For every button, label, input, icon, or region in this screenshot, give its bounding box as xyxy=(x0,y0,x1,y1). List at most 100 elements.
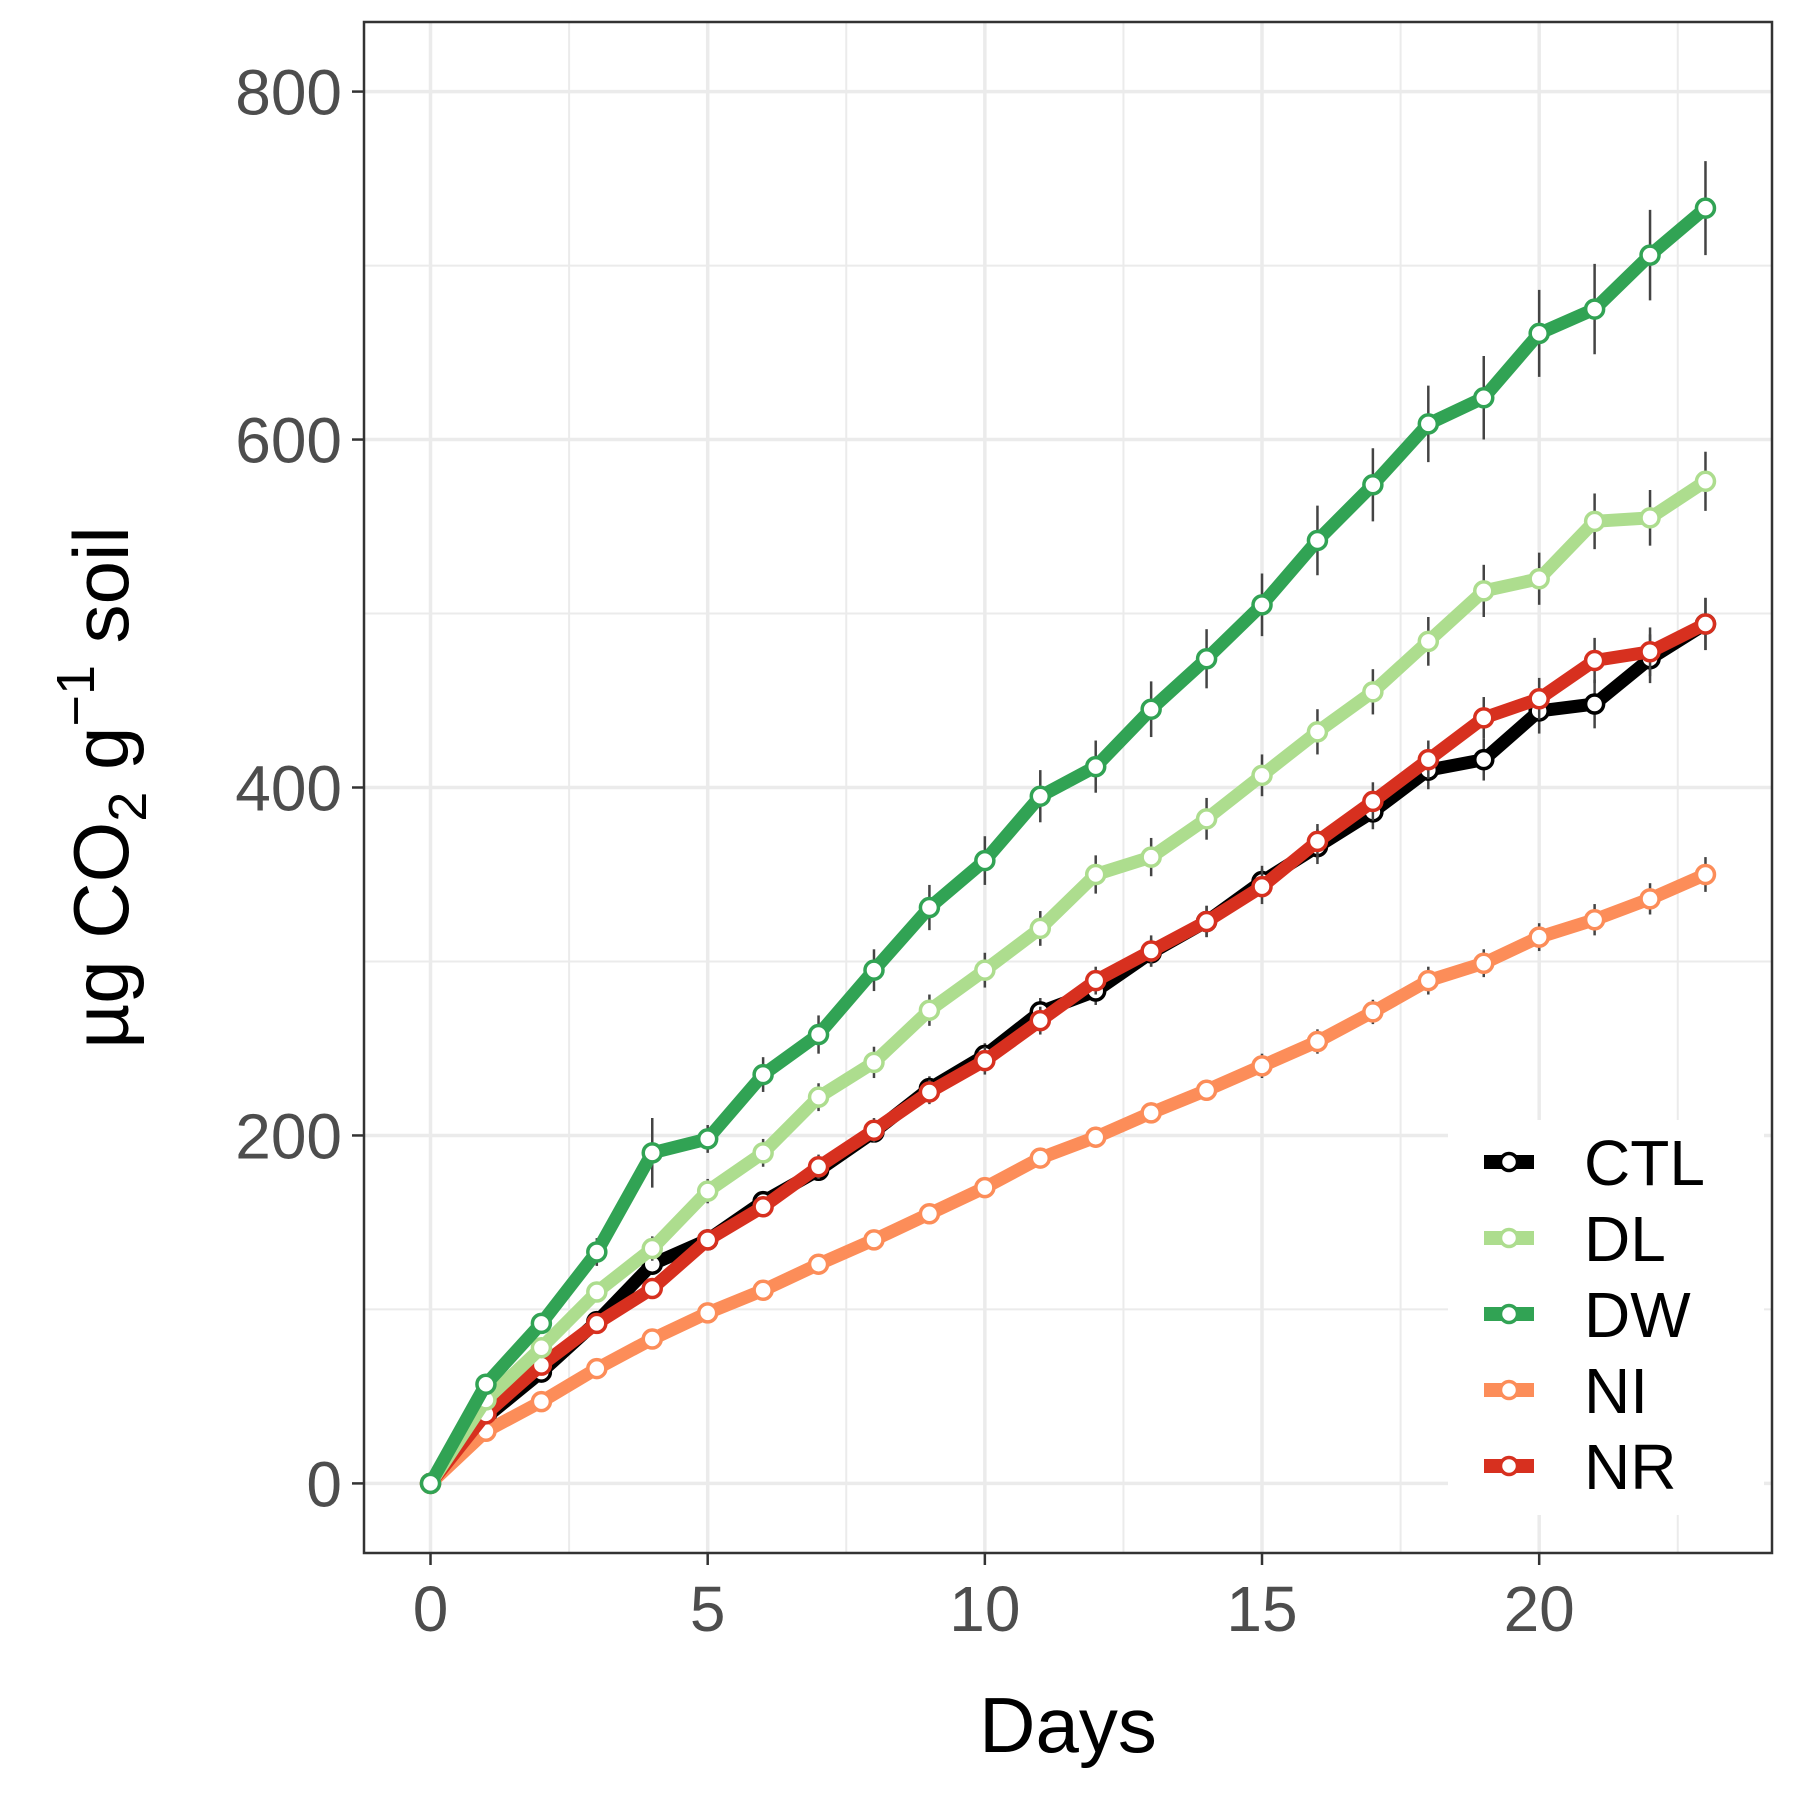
data-point xyxy=(918,1081,941,1103)
data-point xyxy=(974,959,996,981)
data-point xyxy=(807,1023,830,1046)
series-line xyxy=(424,201,1712,1490)
data-point xyxy=(1029,917,1052,940)
data-point xyxy=(863,1229,885,1251)
data-point xyxy=(641,1328,664,1350)
series-dl xyxy=(419,451,1717,1495)
legend-label: DW xyxy=(1584,1279,1691,1351)
series-ni xyxy=(419,857,1717,1495)
legend-key-point xyxy=(1498,1151,1520,1173)
y-axis-title-suffix: soil xyxy=(57,526,145,665)
data-point xyxy=(1528,688,1550,710)
axes: 0 200 400 600 800 0 5 10 15 20 xyxy=(235,57,1575,1645)
data-point xyxy=(1528,926,1550,948)
legend-label: DL xyxy=(1584,1203,1666,1275)
series-dw xyxy=(419,161,1717,1495)
data-point xyxy=(1029,785,1052,807)
data-point xyxy=(641,1237,664,1260)
data-point xyxy=(1583,298,1606,320)
data-point xyxy=(696,1180,719,1202)
legend-key-dl xyxy=(1484,1227,1534,1249)
data-point xyxy=(1472,387,1495,409)
data-point xyxy=(1306,721,1329,743)
legend-key-ctl xyxy=(1484,1151,1534,1173)
data-series xyxy=(419,161,1717,1495)
data-point xyxy=(863,1051,885,1074)
data-point xyxy=(752,1196,774,1218)
data-point xyxy=(1362,681,1384,703)
data-point xyxy=(752,1063,774,1086)
data-point xyxy=(1417,748,1440,771)
x-axis-title: Days xyxy=(979,1681,1157,1769)
data-point xyxy=(1528,567,1550,590)
data-point xyxy=(1306,529,1329,552)
data-point xyxy=(1583,908,1606,931)
data-point xyxy=(1583,693,1606,715)
data-point xyxy=(1195,808,1218,830)
data-point xyxy=(530,1390,553,1413)
data-point xyxy=(752,1279,774,1302)
data-point xyxy=(1029,1147,1052,1169)
data-point xyxy=(586,1281,608,1303)
data-point xyxy=(1362,1001,1384,1023)
legend-key-point xyxy=(1498,1455,1520,1477)
data-point xyxy=(1694,470,1717,493)
data-point xyxy=(1417,969,1440,992)
y-axis-title: µg CO2 g−1 soil xyxy=(46,526,158,1048)
legend-key-point xyxy=(1498,1303,1520,1325)
data-point xyxy=(696,1128,719,1150)
data-point xyxy=(1251,1055,1273,1077)
y-axis-tick-label: 400 xyxy=(235,753,342,825)
legend-label: NI xyxy=(1584,1355,1648,1427)
data-point xyxy=(1306,1030,1329,1053)
data-point xyxy=(696,1302,719,1324)
data-point xyxy=(974,1176,996,1199)
data-point xyxy=(1195,1079,1218,1101)
x-axis-tick-label: 20 xyxy=(1504,1573,1575,1645)
data-point xyxy=(1639,641,1661,663)
data-point xyxy=(752,1142,774,1164)
data-point xyxy=(530,1336,553,1359)
data-point xyxy=(1140,1102,1162,1124)
data-point xyxy=(641,1142,664,1164)
data-point xyxy=(1417,413,1440,435)
data-point xyxy=(475,1373,497,1395)
data-point xyxy=(863,1119,885,1141)
data-point xyxy=(1362,790,1384,813)
data-point xyxy=(1140,698,1162,720)
data-point xyxy=(586,1241,608,1263)
data-point xyxy=(1084,1126,1107,1148)
data-point xyxy=(974,1049,996,1072)
data-point xyxy=(1195,648,1218,670)
data-point xyxy=(1029,1009,1052,1032)
data-point xyxy=(974,849,996,872)
data-point xyxy=(918,896,941,919)
data-point xyxy=(1472,580,1495,602)
data-point xyxy=(1084,755,1107,778)
y-axis-title-prefix: µg CO xyxy=(57,822,145,1049)
data-point xyxy=(1639,888,1661,910)
data-point xyxy=(1694,197,1717,219)
data-point xyxy=(1084,969,1107,992)
data-point xyxy=(1639,244,1661,266)
y-axis-tick-label: 200 xyxy=(235,1100,342,1172)
y-axis-title-superscript: −1 xyxy=(46,665,106,727)
data-point xyxy=(1251,875,1273,898)
data-point xyxy=(807,1156,830,1178)
data-point xyxy=(1140,940,1162,962)
data-point xyxy=(1472,707,1495,729)
data-point xyxy=(807,1253,830,1275)
data-point xyxy=(1084,863,1107,886)
data-point xyxy=(1417,630,1440,653)
x-axis-tick-label: 0 xyxy=(413,1573,449,1645)
y-axis-tick-label: 800 xyxy=(235,57,342,129)
data-point xyxy=(1472,952,1495,974)
data-point xyxy=(1583,649,1606,672)
data-point xyxy=(807,1086,830,1108)
data-point xyxy=(1694,863,1717,886)
data-point xyxy=(863,959,885,981)
data-point xyxy=(918,999,941,1021)
legend-label: NR xyxy=(1584,1431,1676,1503)
